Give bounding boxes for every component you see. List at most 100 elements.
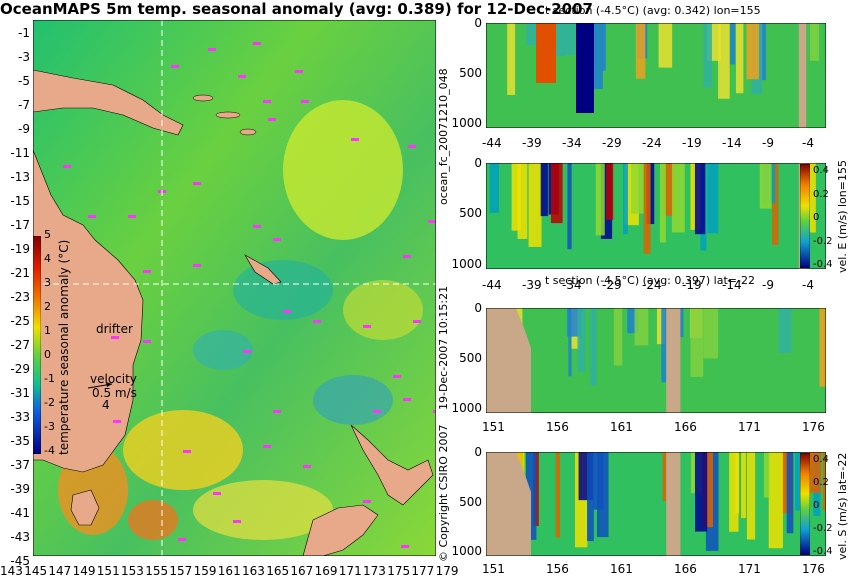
section-title: t section (-4.5°C) (avg: 0.342) lon=155 <box>545 4 761 17</box>
map-lon-tick: 153 <box>121 564 144 578</box>
section-x-tick: -9 <box>762 278 774 292</box>
map-lon-tick: 143 <box>0 564 23 578</box>
drifter-marker <box>171 65 179 68</box>
velocity-colorbar-tick: -0.4 <box>813 546 833 557</box>
section-x-tick: 161 <box>610 420 633 434</box>
map-lon-tick: 175 <box>387 564 411 578</box>
map-lon-tick: 179 <box>435 564 459 578</box>
section-depth-tick: 1000 <box>451 544 482 559</box>
drifter-marker <box>403 398 411 401</box>
map-lat-tick: -1 <box>18 26 30 40</box>
section-depth-tick: 1000 <box>451 116 482 130</box>
velocity-label: velocity <box>90 372 137 386</box>
section-depth-tick: 500 <box>459 494 482 509</box>
drifter-label: drifter <box>96 322 133 336</box>
section-x-tick: -24 <box>642 136 662 150</box>
section-x-tick: -19 <box>682 136 702 150</box>
land-new-zealand-south <box>302 504 379 556</box>
map-lat-tick: -9 <box>18 122 30 136</box>
land-australia <box>33 149 144 473</box>
map-lat-tick: -39 <box>10 482 30 496</box>
drifter-marker <box>128 215 136 218</box>
map-lon-tick: 163 <box>242 564 265 578</box>
drifter-marker <box>295 70 303 73</box>
section-plot[interactable] <box>486 452 826 556</box>
map-lat-tick: -27 <box>10 338 30 352</box>
velocity-colorbar-tick: 0 <box>813 500 820 511</box>
section-x-tick: -24 <box>642 278 662 292</box>
anomaly-map[interactable] <box>33 20 436 556</box>
section-x-tick: -4 <box>802 278 814 292</box>
section-x-tick: -39 <box>522 278 542 292</box>
map-lon-tick: 145 <box>24 564 48 578</box>
map-lat-tick: -7 <box>18 98 30 112</box>
drifter-marker <box>401 545 409 548</box>
map-lon-tick: 159 <box>193 564 217 578</box>
section-x-tick: -34 <box>562 136 582 150</box>
velocity-colorbar-tick: 0 <box>813 212 820 223</box>
velocity-colorbar-tick: 0.4 <box>813 165 829 176</box>
section-depth-tick: 500 <box>459 351 482 365</box>
map-lat-tick: -45 <box>10 554 30 568</box>
land-new-caledonia <box>244 254 282 285</box>
map-colorbar-tick: 3 <box>44 276 51 289</box>
section-x-tick: -14 <box>722 278 742 292</box>
velocity-colorbar-label: vel. S (m/s) lat=-22 <box>836 452 849 560</box>
section-x-tick: -4 <box>802 136 814 150</box>
section-x-tick: 151 <box>482 420 505 434</box>
velocity-value: 0.5 m/s <box>92 386 137 400</box>
section-title: t section (-4.5°C) (avg: 0.397) lat=-22 <box>545 274 755 287</box>
map-lat-tick: -13 <box>10 170 30 184</box>
drifter-marker <box>363 500 371 503</box>
section-x-tick: 151 <box>482 562 505 576</box>
drifter-marker <box>263 445 271 448</box>
map-colorbar-tick: -1 <box>44 372 55 385</box>
drifter-marker <box>363 325 371 328</box>
drifter-marker <box>351 138 359 141</box>
map-lon-tick: 157 <box>169 564 193 578</box>
velocity-colorbar-tick: -0.2 <box>813 523 833 534</box>
section-x-tick: 176 <box>802 562 825 576</box>
map-lat-tick: -29 <box>10 362 30 376</box>
velocity-colorbar <box>800 164 810 268</box>
map-colorbar-tick: 0 <box>44 348 51 361</box>
map-lon-tick: 151 <box>96 564 120 578</box>
drifter-marker <box>428 220 436 223</box>
drifter-marker <box>263 100 271 103</box>
velocity-arrow-icon <box>87 382 113 389</box>
map-lat-tick: -17 <box>10 218 30 232</box>
section-depth-tick: 500 <box>459 206 482 221</box>
section-depth-tick: 0 <box>474 16 482 30</box>
page-title: OceanMAPS 5m temp. seasonal anomaly (avg… <box>0 0 593 18</box>
map-lat-tick: -43 <box>10 530 30 544</box>
drifter-marker <box>303 465 311 468</box>
section-x-tick: 156 <box>546 562 569 576</box>
section-x-tick: 171 <box>738 562 761 576</box>
drifter-marker <box>313 320 321 323</box>
date-label: 19-Dec-2007 10:15:21 <box>437 285 450 410</box>
map-colorbar-tick: -2 <box>44 396 55 409</box>
map-lat-tick: -5 <box>18 74 30 88</box>
drifter-marker <box>253 225 261 228</box>
map-colorbar-tick: -4 <box>44 444 55 457</box>
section-plot[interactable] <box>486 308 826 413</box>
section-plot[interactable] <box>486 163 826 269</box>
section-plot[interactable] <box>486 23 826 128</box>
drifter-marker <box>253 42 261 45</box>
drifter-marker <box>273 238 281 241</box>
land-solomon-islands <box>192 94 257 136</box>
drifter-marker <box>403 255 411 258</box>
velocity-count: 4 <box>102 398 110 412</box>
copyright-label: © Copyright CSIRO 2007 <box>437 424 450 562</box>
map-lat-tick: -37 <box>10 458 30 472</box>
map-lat-tick: -19 <box>10 242 30 256</box>
map-lat-tick: -21 <box>10 266 30 280</box>
drifter-marker <box>143 340 151 343</box>
map-lon-tick: 169 <box>314 564 338 578</box>
drifter-marker <box>393 375 401 378</box>
section-x-tick: 166 <box>674 562 697 576</box>
drifter-marker <box>283 310 291 313</box>
map-colorbar-tick: 4 <box>44 252 51 265</box>
section-depth-tick: 0 <box>474 156 482 170</box>
map-lat-tick: -25 <box>10 314 30 328</box>
